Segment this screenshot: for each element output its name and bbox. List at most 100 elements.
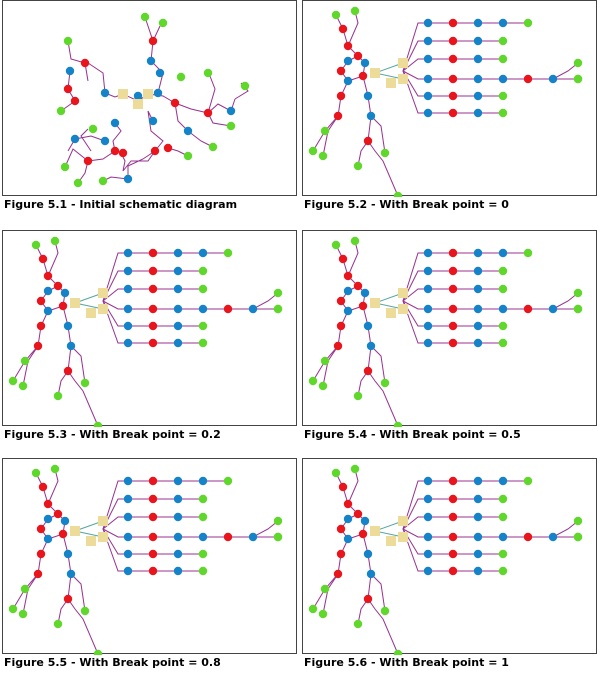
red-node — [148, 304, 158, 314]
square-node — [143, 89, 153, 99]
green-node — [63, 36, 73, 46]
blue-node — [173, 304, 183, 314]
square-node — [98, 288, 108, 298]
green-node — [320, 584, 330, 594]
blue-node — [423, 566, 433, 576]
network-link — [174, 102, 189, 132]
blue-node — [473, 321, 483, 331]
blue-node — [360, 516, 370, 526]
figure-5-1-caption: Figure 5.1 - Initial schematic diagram — [4, 198, 238, 211]
blue-node — [473, 512, 483, 522]
red-node — [336, 321, 346, 331]
diagram-5-6 — [308, 464, 583, 655]
blue-node — [63, 321, 73, 331]
red-node — [523, 74, 533, 84]
green-node — [140, 12, 150, 22]
green-node — [223, 248, 233, 258]
blue-node — [473, 476, 483, 486]
green-node — [573, 516, 583, 526]
blue-node — [63, 549, 73, 559]
figure-5-5-panel — [2, 458, 297, 655]
blue-node — [366, 569, 376, 579]
red-node — [363, 136, 373, 146]
blue-node — [123, 566, 133, 576]
red-node — [148, 36, 158, 46]
blue-node — [423, 494, 433, 504]
network-link — [370, 115, 386, 154]
red-node — [448, 266, 458, 276]
green-node — [380, 148, 390, 158]
blue-node — [173, 549, 183, 559]
blue-node — [473, 266, 483, 276]
blue-node — [248, 532, 258, 542]
blue-node — [173, 338, 183, 348]
square-node — [398, 288, 408, 298]
green-node — [353, 161, 363, 171]
green-node — [80, 606, 90, 616]
blue-node — [123, 512, 133, 522]
green-node — [498, 321, 508, 331]
green-node — [350, 6, 360, 16]
blue-node — [173, 284, 183, 294]
blue-node — [473, 36, 483, 46]
network-link — [150, 40, 164, 94]
green-node — [53, 619, 63, 629]
red-node — [63, 84, 73, 94]
red-node — [148, 532, 158, 542]
blue-node — [43, 286, 53, 296]
blue-node — [360, 288, 370, 298]
red-node — [448, 321, 458, 331]
green-node — [318, 609, 328, 619]
green-node — [393, 191, 403, 197]
red-node — [148, 494, 158, 504]
red-node — [448, 549, 458, 559]
red-node — [223, 532, 233, 542]
blue-node — [248, 304, 258, 314]
green-node — [31, 468, 41, 478]
network-link — [312, 538, 349, 610]
green-node — [498, 512, 508, 522]
green-node — [353, 391, 363, 401]
blue-node — [473, 74, 483, 84]
green-node — [226, 121, 236, 131]
blue-node — [43, 306, 53, 316]
blue-node — [473, 304, 483, 314]
green-node — [573, 532, 583, 542]
green-node — [18, 381, 28, 391]
green-node — [320, 126, 330, 136]
red-node — [336, 549, 346, 559]
red-node — [448, 338, 458, 348]
green-node — [273, 516, 283, 526]
network-link — [74, 135, 106, 142]
blue-node — [548, 74, 558, 84]
blue-node — [60, 516, 70, 526]
blue-node — [198, 304, 208, 314]
red-node — [343, 41, 353, 51]
network-link — [67, 40, 89, 82]
diagram-5-2 — [308, 6, 583, 197]
red-node — [38, 254, 48, 264]
figure-5-6-panel — [302, 458, 597, 655]
blue-node — [343, 514, 353, 524]
red-node — [448, 108, 458, 118]
green-node — [350, 464, 360, 474]
green-node — [240, 81, 250, 91]
red-node — [363, 594, 373, 604]
red-node — [148, 266, 158, 276]
red-node — [353, 509, 363, 519]
green-node — [93, 649, 103, 655]
red-node — [358, 301, 368, 311]
red-node — [338, 24, 348, 34]
square-node — [386, 308, 396, 318]
blue-node — [473, 549, 483, 559]
green-node — [158, 18, 168, 28]
green-node — [573, 304, 583, 314]
blue-node — [123, 284, 133, 294]
blue-node — [173, 512, 183, 522]
red-node — [148, 549, 158, 559]
green-node — [498, 549, 508, 559]
figure-5-1-panel — [2, 0, 297, 196]
red-node — [448, 18, 458, 28]
green-node — [18, 609, 28, 619]
red-node — [83, 156, 93, 166]
